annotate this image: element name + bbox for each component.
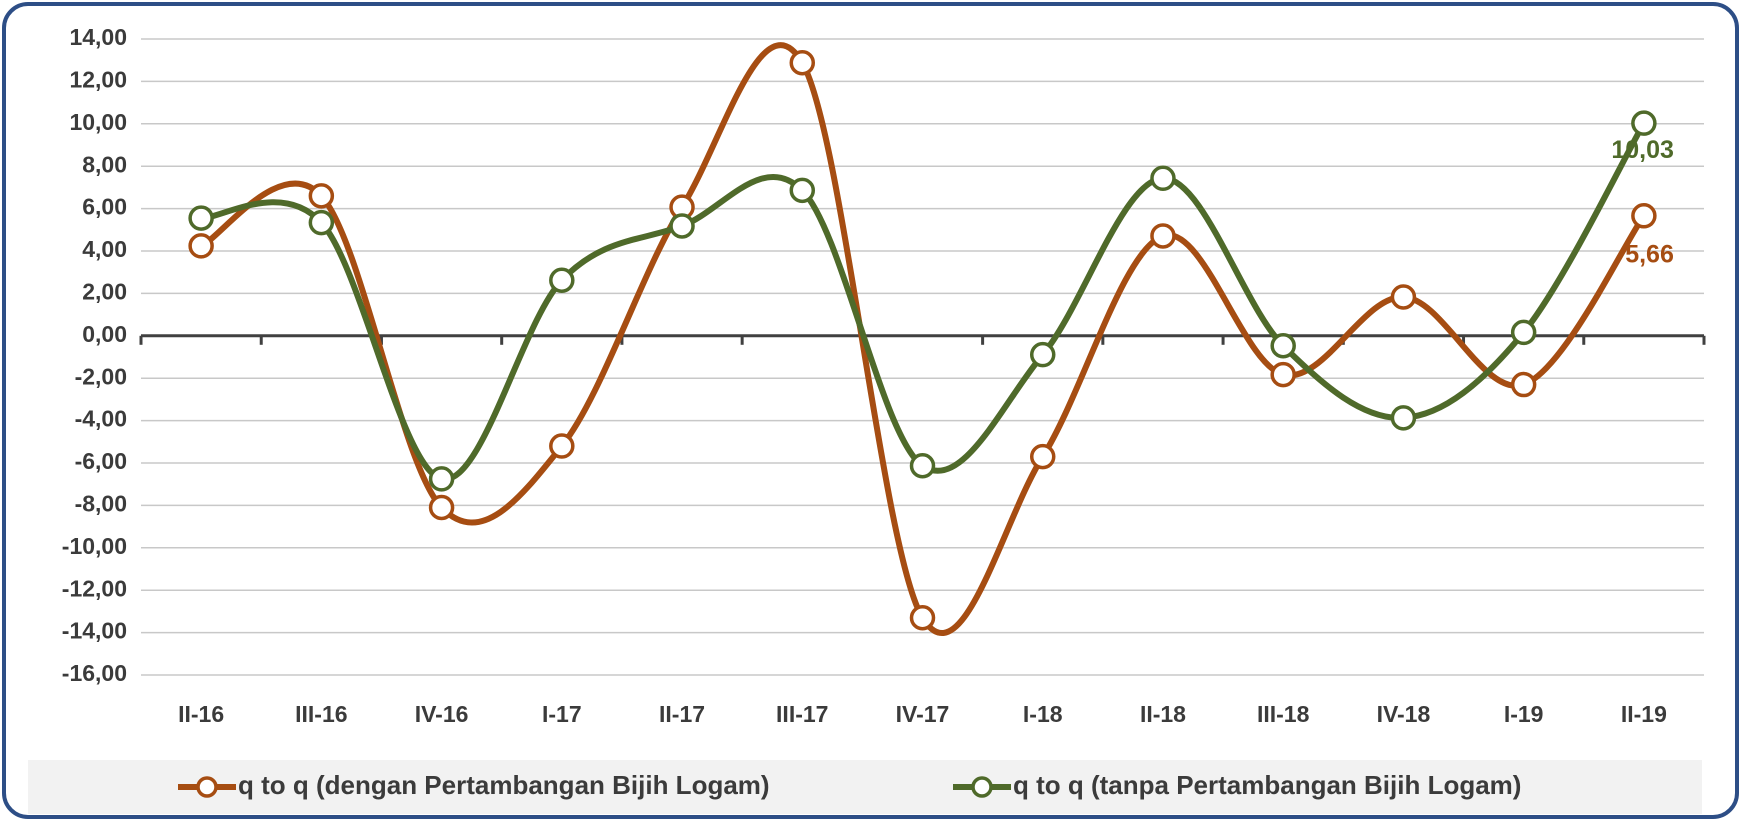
x-tick-label: I-18 [1023,701,1063,727]
y-tick-label: -4,00 [75,406,127,432]
legend-marker [971,776,993,798]
marker [1270,333,1296,359]
marker [1510,319,1537,346]
y-tick-label: -14,00 [62,618,127,644]
marker [428,494,455,521]
legend-label: q to q (dengan Pertambangan Bijih Logam) [238,770,770,800]
y-tick-label: 2,00 [82,278,127,304]
marker [1631,203,1657,229]
x-tick-label: II-18 [1140,701,1186,727]
marker [1631,110,1657,136]
y-tick-label: -16,00 [62,660,127,686]
marker [188,233,214,259]
marker [428,466,455,492]
y-tick-label: -10,00 [62,533,127,559]
x-tick-label: I-17 [542,701,582,727]
data-label: 5,66 [1625,240,1674,268]
marker [1270,361,1296,388]
y-tick-label: 4,00 [82,236,127,262]
x-tick-label: II-19 [1621,701,1667,727]
marker [789,177,816,204]
x-tick-label: II-16 [178,701,224,727]
marker [909,453,936,479]
x-tick-label: II-17 [659,701,705,727]
y-tick-label: 12,00 [69,66,127,92]
marker [308,209,335,236]
marker [1029,443,1056,470]
marker [1029,341,1056,368]
marker [549,267,575,294]
y-tick-label: 0,00 [82,321,127,347]
y-tick-label: 14,00 [69,24,127,50]
x-tick-label: I-19 [1504,701,1544,727]
marker [549,433,575,459]
marker [909,605,936,631]
marker [188,205,214,231]
y-tick-label: -2,00 [75,363,127,389]
y-tick-label: 8,00 [82,151,127,177]
y-tick-label: -12,00 [62,575,127,601]
x-tick-label: IV-16 [415,701,469,727]
legend-background [28,760,1702,814]
marker [308,183,335,209]
legend-marker [196,776,218,798]
marker [1390,405,1417,431]
marker [1510,371,1537,398]
legend-label: q to q (tanpa Pertambangan Bijih Logam) [1013,770,1521,800]
marker [1390,284,1417,310]
marker [1150,165,1176,192]
x-tick-label: III-18 [1257,701,1310,727]
x-tick-label: III-17 [776,701,828,727]
y-tick-label: -6,00 [75,448,127,474]
x-tick-label: IV-18 [1377,701,1431,727]
y-tick-label: 6,00 [82,194,127,220]
marker [1150,223,1176,249]
x-tick-label: III-16 [295,701,347,727]
x-tick-label: IV-17 [896,701,950,727]
marker [669,213,695,239]
y-tick-label: 10,00 [69,109,127,135]
y-tick-label: -8,00 [75,490,127,516]
data-label: 10,03 [1611,136,1674,164]
marker [789,49,816,76]
